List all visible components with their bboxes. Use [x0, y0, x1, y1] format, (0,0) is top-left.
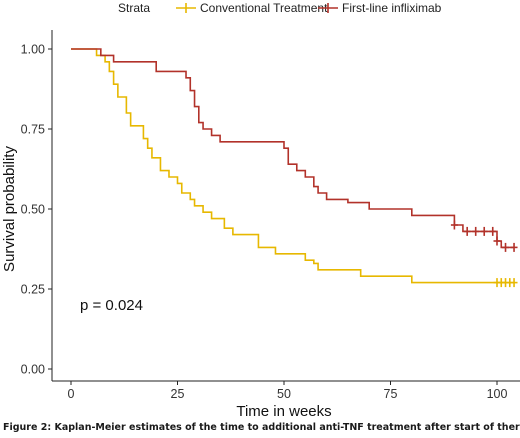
legend: Strata Conventional Treatment First-line…	[118, 1, 442, 15]
p-value-annotation: p = 0.024	[80, 297, 143, 314]
censor-mark-infliximab	[463, 226, 471, 236]
y-tick-label: 1.00	[21, 43, 45, 57]
y-ticks: 0.00 0.25 0.50 0.75 1.00	[21, 43, 52, 377]
y-tick-label: 0.75	[21, 123, 45, 137]
censor-mark-infliximab	[489, 226, 497, 236]
censor-mark-infliximab	[450, 220, 458, 230]
legend-label-conventional: Conventional Treatment	[200, 1, 328, 15]
y-tick-label: 0.25	[21, 283, 45, 297]
x-tick-label: 50	[277, 387, 291, 401]
x-tick-label: 0	[68, 387, 75, 401]
y-tick-label: 0.50	[21, 203, 45, 217]
survival-curves	[71, 48, 518, 288]
legend-label-infliximab: First-line infliximab	[342, 1, 442, 15]
censor-mark-infliximab	[493, 236, 501, 246]
series-line-infliximab	[71, 48, 515, 249]
series-line-conventional	[71, 48, 506, 284]
legend-title: Strata	[118, 1, 150, 15]
y-axis-label: Survival probability	[1, 146, 18, 272]
x-tick-label: 100	[487, 387, 508, 401]
km-chart: Strata Conventional Treatment First-line…	[1, 1, 520, 420]
censor-mark-infliximab	[502, 242, 510, 252]
x-ticks: 0 25 50 75 100	[68, 381, 508, 401]
x-axis-label: Time in weeks	[236, 403, 331, 420]
y-tick-label: 0.00	[21, 363, 45, 377]
figure-caption: Figure 2: Kaplan-Meier estimates of the …	[3, 422, 520, 433]
censor-mark-infliximab	[510, 242, 518, 252]
censor-mark-conventional	[510, 278, 518, 288]
censor-mark-infliximab	[480, 226, 488, 236]
censor-mark-infliximab	[472, 226, 480, 236]
x-tick-label: 75	[384, 387, 398, 401]
x-tick-label: 25	[171, 387, 185, 401]
